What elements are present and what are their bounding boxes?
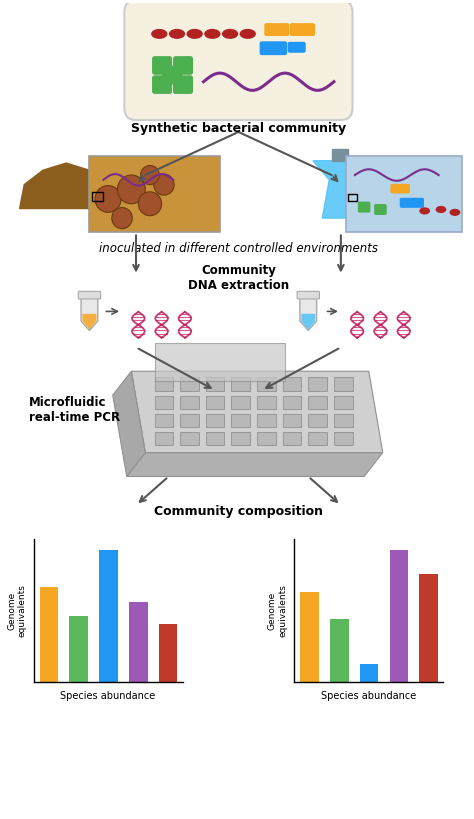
FancyBboxPatch shape [90,156,220,233]
Circle shape [141,165,159,184]
Polygon shape [300,297,317,331]
Bar [231,414,250,428]
Bar [206,432,225,446]
Bar [39,587,58,682]
Bar [231,378,250,391]
FancyBboxPatch shape [153,57,172,74]
Bar [231,432,250,446]
Bar [69,616,88,682]
Circle shape [118,175,146,204]
Polygon shape [82,314,96,329]
Ellipse shape [420,208,429,214]
FancyBboxPatch shape [124,0,353,120]
Bar [283,378,301,391]
Bar [330,619,349,682]
Bar [283,432,301,446]
FancyBboxPatch shape [291,24,314,35]
Bar [257,396,276,409]
Circle shape [138,192,162,215]
Polygon shape [19,163,113,209]
Text: Species abundance: Species abundance [321,691,417,701]
Bar [331,149,348,161]
FancyBboxPatch shape [78,292,100,299]
Text: Microfluidic
real-time PCR: Microfluidic real-time PCR [29,396,120,423]
Polygon shape [131,371,383,453]
Bar [206,396,225,409]
FancyBboxPatch shape [173,57,192,74]
Polygon shape [127,453,383,477]
Circle shape [112,207,132,229]
Ellipse shape [152,29,167,38]
Text: inoculated in different controlled environments: inoculated in different controlled envir… [99,242,378,255]
Bar [334,396,353,409]
Bar [348,194,357,201]
Bar [180,378,199,391]
Bar [155,342,285,381]
FancyBboxPatch shape [265,24,289,35]
Ellipse shape [240,29,255,38]
Bar [360,664,378,682]
Text: Genome
equivalents: Genome equivalents [268,584,287,637]
Circle shape [95,186,121,212]
Bar [92,192,103,201]
Bar [300,592,319,682]
Bar [155,378,173,391]
FancyBboxPatch shape [163,66,182,84]
Bar [419,574,438,682]
Bar [231,396,250,409]
Bar [334,414,353,428]
Bar [257,414,276,428]
Text: Genome
equivalents: Genome equivalents [7,584,27,637]
FancyBboxPatch shape [288,43,305,52]
Bar [257,432,276,446]
Text: Community composition: Community composition [154,505,323,518]
Polygon shape [313,161,369,218]
Bar [180,414,199,428]
FancyBboxPatch shape [391,184,410,192]
FancyBboxPatch shape [375,205,386,215]
Polygon shape [81,297,98,331]
Bar [283,396,301,409]
Bar [206,378,225,391]
Bar [308,396,327,409]
Bar [308,414,327,428]
FancyBboxPatch shape [260,42,286,54]
Bar [283,414,301,428]
Text: Community
DNA extraction: Community DNA extraction [188,264,289,292]
Bar [180,432,199,446]
Polygon shape [301,314,315,329]
Bar [155,432,173,446]
Circle shape [154,174,174,195]
Text: Synthetic bacterial community: Synthetic bacterial community [131,122,346,135]
Text: Species abundance: Species abundance [61,691,155,701]
FancyBboxPatch shape [173,76,192,93]
FancyBboxPatch shape [297,292,319,299]
Bar [155,414,173,428]
Ellipse shape [450,210,460,215]
FancyBboxPatch shape [358,202,370,212]
FancyBboxPatch shape [346,156,462,233]
Bar [257,378,276,391]
Ellipse shape [205,29,220,38]
Bar [390,550,408,682]
Polygon shape [113,371,146,477]
Bar [155,396,173,409]
Bar [129,601,147,682]
Bar [308,432,327,446]
Bar [334,378,353,391]
Bar [334,432,353,446]
FancyBboxPatch shape [401,198,423,207]
Bar [308,378,327,391]
Ellipse shape [170,29,184,38]
Bar [99,550,118,682]
FancyBboxPatch shape [153,76,172,93]
Ellipse shape [436,206,446,212]
Ellipse shape [223,29,237,38]
Bar [159,623,177,682]
Bar [180,396,199,409]
Bar [206,414,225,428]
Ellipse shape [187,29,202,38]
